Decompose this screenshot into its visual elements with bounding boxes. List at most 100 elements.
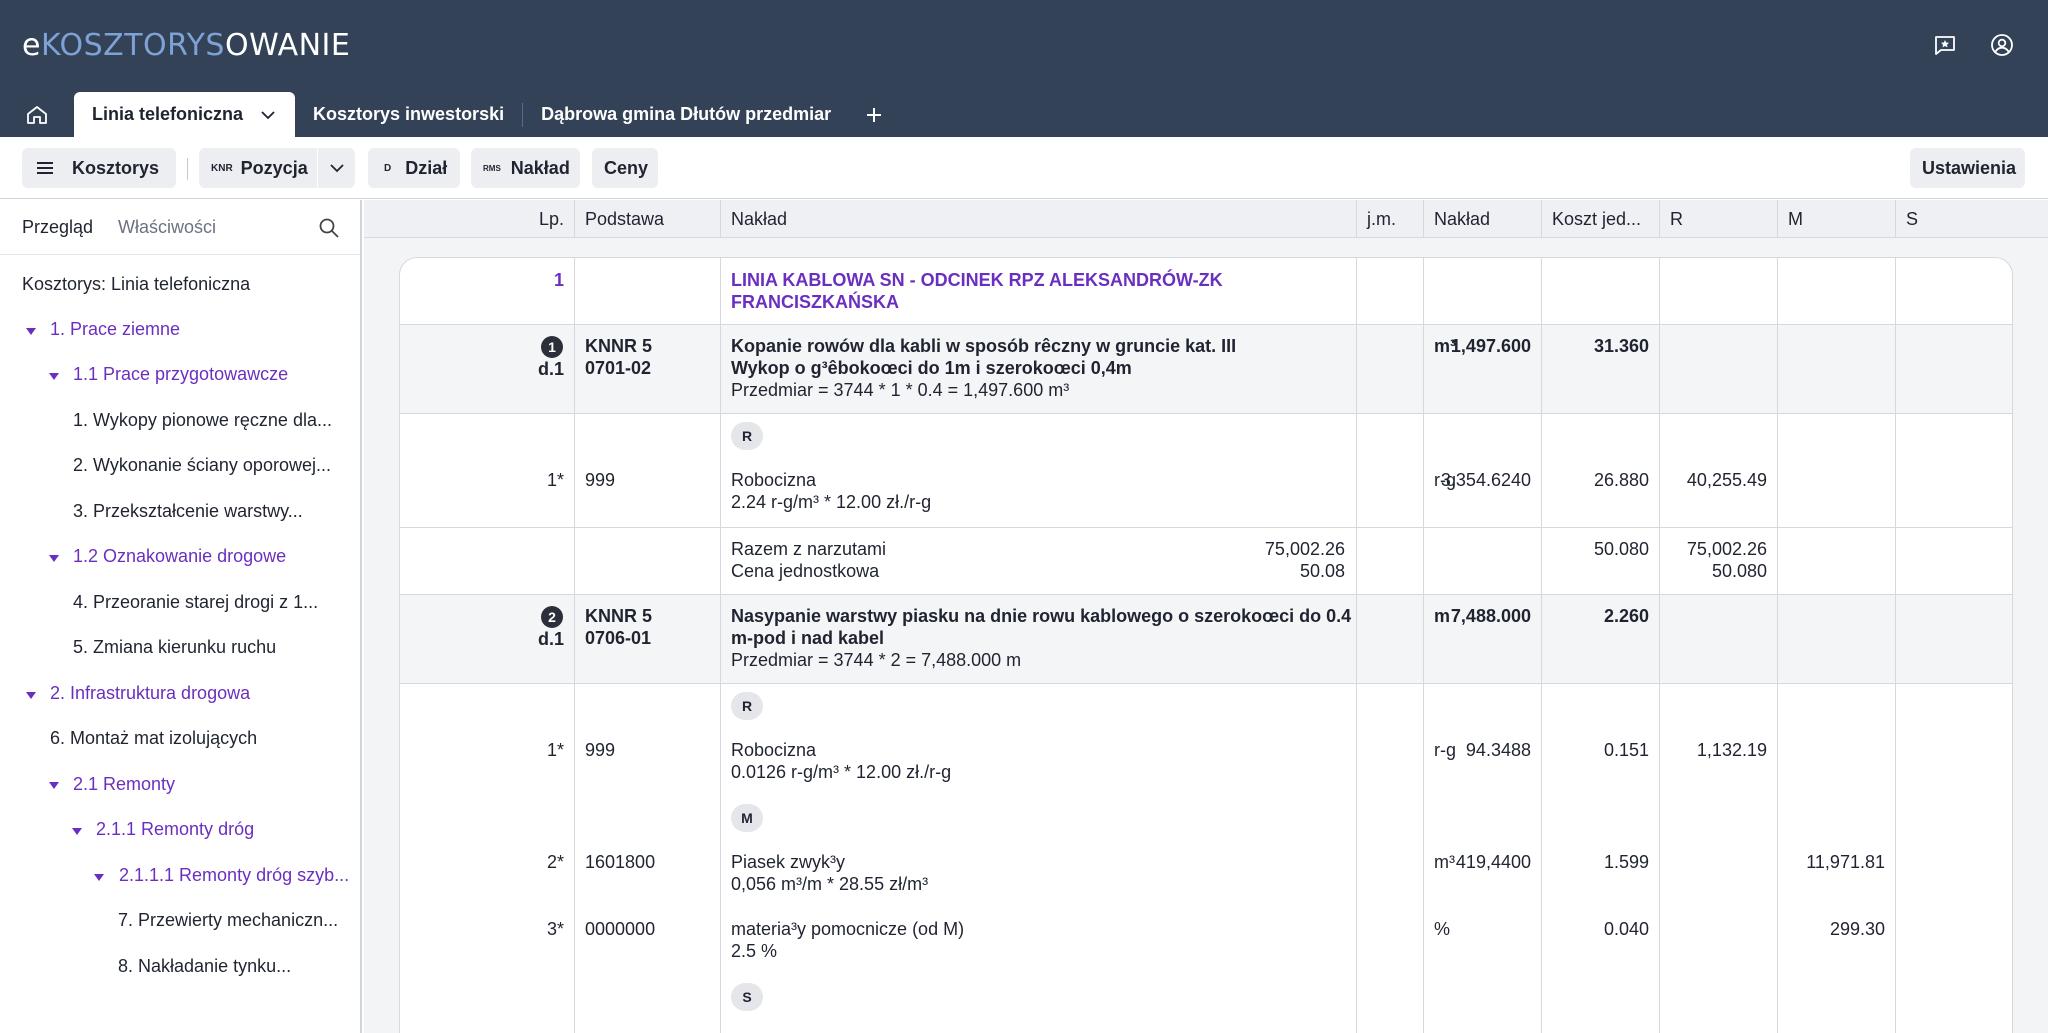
tab-dabrowa-gmina[interactable]: Dąbrowa gmina Dłutów przedmiar bbox=[523, 92, 849, 137]
resource-description[interactable]: materia³y pomocnicze (od M) 2.5 % bbox=[731, 918, 964, 962]
resource-r-value: 40,255.49 bbox=[1686, 470, 1767, 490]
tree-item-position-8[interactable]: 8. Nakładanie tynku... bbox=[118, 956, 292, 976]
feedback-icon[interactable] bbox=[1930, 30, 1960, 60]
toolbar: Kosztorys KNR Pozycja D Dział RMS Nakład… bbox=[0, 137, 2048, 199]
column-m[interactable]: M bbox=[1777, 200, 1895, 238]
resource-unit-cost[interactable]: 0.151 bbox=[1603, 740, 1649, 760]
tree-item-position-7[interactable]: 7. Przewierty mechaniczn... bbox=[118, 910, 339, 930]
home-tab[interactable] bbox=[0, 92, 74, 137]
position-number-badge: 2 bbox=[541, 606, 563, 628]
position-unit: m³ bbox=[1434, 336, 1456, 356]
tree-item-infrastruktura-drogowa[interactable]: 2. Infrastruktura drogowa bbox=[50, 683, 251, 703]
measurement-line: Przedmiar = 3744 * 2 = 7,488.000 m bbox=[731, 650, 1022, 670]
tab-przeglad[interactable]: Przegląd bbox=[22, 217, 94, 237]
tree-root[interactable]: Kosztorys: Linia telefoniczna bbox=[22, 274, 251, 294]
ceny-label: Ceny bbox=[604, 157, 649, 178]
resource-quantity[interactable]: 94.3488 bbox=[1465, 740, 1531, 760]
column-s[interactable]: S bbox=[1895, 200, 2048, 238]
tree-item-prace-przygotowawcze[interactable]: 1.1 Prace przygotowawcze bbox=[73, 364, 289, 384]
resource-unit-cost[interactable]: 26.880 bbox=[1593, 470, 1649, 490]
caret-down-icon[interactable] bbox=[94, 874, 104, 881]
account-icon[interactable] bbox=[1987, 30, 2017, 60]
tree-item-oznakowanie-drogowe[interactable]: 1.2 Oznakowanie drogowe bbox=[73, 546, 287, 566]
home-icon bbox=[27, 105, 47, 124]
tree-item-position-3[interactable]: 3. Przekształcenie warstwy... bbox=[73, 501, 303, 521]
resource-description[interactable]: Robocizna 0.0126 r-g/m³ * 12.00 zł./r-g bbox=[731, 739, 951, 783]
summary-values: 75,002.26 50.08 bbox=[1140, 538, 1345, 582]
tree-item-position-1[interactable]: 1. Wykopy pionowe ręczne dla... bbox=[73, 410, 332, 430]
tree-item-position-4[interactable]: 4. Przeoranie starej drogi z 1... bbox=[73, 592, 319, 612]
add-tab-button[interactable] bbox=[849, 92, 899, 137]
tree-item-prace-ziemne[interactable]: 1. Prace ziemne bbox=[50, 319, 181, 339]
position-description[interactable]: Kopanie rowów dla kabli w sposób rêczny … bbox=[731, 335, 1236, 401]
tree-item-remonty[interactable]: 2.1 Remonty bbox=[73, 774, 176, 794]
tree-item-position-5[interactable]: 5. Zmiana kierunku ruchu bbox=[73, 637, 277, 657]
ceny-button[interactable]: Ceny bbox=[592, 148, 658, 188]
position-unit-cost[interactable]: 31.360 bbox=[1593, 336, 1649, 356]
document-tabs: Linia telefoniczna Kosztorys inwestorski… bbox=[0, 92, 899, 137]
resource-quantity[interactable]: 3,354.6240 bbox=[1440, 470, 1531, 490]
grid-line bbox=[1356, 258, 1357, 1033]
resource-unit-cost[interactable]: 1.599 bbox=[1603, 852, 1649, 872]
sidebar-tabs: Przegląd Właściwości bbox=[0, 200, 360, 255]
position-quantity[interactable]: 1,497.600 bbox=[1450, 336, 1531, 356]
position-quantity[interactable]: 7,488.000 bbox=[1450, 606, 1531, 626]
tab-wlasciwosci[interactable]: Właściwości bbox=[118, 217, 217, 237]
grid-line bbox=[1659, 258, 1660, 1033]
app-logo[interactable]: eKOSZTORYSOWANIE bbox=[22, 28, 351, 63]
grid-line bbox=[720, 258, 721, 1033]
caret-down-icon[interactable] bbox=[72, 828, 82, 835]
caret-down-icon[interactable] bbox=[26, 328, 36, 335]
description-line: Nasypanie warstwy piasku na dnie rowu ka… bbox=[731, 606, 1352, 626]
position-basis[interactable]: KNNR 5 0706-01 bbox=[585, 605, 652, 649]
resource-quantity[interactable]: 419,4400 bbox=[1455, 852, 1531, 872]
column-podstawa[interactable]: Podstawa bbox=[574, 200, 720, 238]
position-basis[interactable]: KNNR 5 0701-02 bbox=[585, 335, 652, 379]
basis-line: 0701-02 bbox=[585, 358, 652, 378]
ustawienia-button[interactable]: Ustawienia bbox=[1910, 148, 2025, 188]
plus-icon bbox=[867, 107, 882, 122]
pozycja-dropdown-button[interactable] bbox=[318, 148, 355, 188]
section-title[interactable]: LINIA KABLOWA SN - ODCINEK RPZ ALEKSANDR… bbox=[731, 269, 1223, 313]
pozycja-label: Pozycja bbox=[240, 157, 308, 178]
column-naklad-desc[interactable]: Nakład bbox=[720, 200, 1356, 238]
pozycja-button[interactable]: KNR Pozycja bbox=[199, 148, 317, 188]
grid-line bbox=[1777, 258, 1778, 1033]
kosztorys-label: Kosztorys bbox=[72, 157, 160, 178]
resource-name: Robocizna bbox=[731, 470, 817, 490]
kosztorys-button[interactable]: Kosztorys bbox=[22, 148, 176, 188]
column-jm[interactable]: j.m. bbox=[1356, 200, 1423, 238]
summary-r-values: 75,002.26 50.080 bbox=[1659, 538, 1767, 582]
tab-linia-telefoniczna[interactable]: Linia telefoniczna bbox=[74, 92, 296, 137]
caret-down-icon[interactable] bbox=[49, 555, 59, 562]
tree-item-position-2[interactable]: 2. Wykonanie ściany oporowej... bbox=[73, 455, 331, 475]
summary-value: 75,002.26 bbox=[1264, 539, 1345, 559]
resource-formula: 2.5 % bbox=[731, 941, 778, 961]
search-icon[interactable] bbox=[317, 216, 341, 240]
knr-tag: KNR bbox=[211, 162, 233, 174]
naklad-tag: RMS bbox=[483, 163, 501, 173]
resource-lp: 2* bbox=[546, 852, 564, 872]
chevron-down-icon[interactable] bbox=[259, 106, 277, 124]
resource-description[interactable]: Robocizna 2.24 r-g/m³ * 12.00 zł./r-g bbox=[731, 469, 931, 513]
column-naklad-qty[interactable]: Nakład bbox=[1423, 200, 1541, 238]
dzial-button[interactable]: D Dział bbox=[368, 148, 460, 188]
position-description[interactable]: Nasypanie warstwy piasku na dnie rowu ka… bbox=[731, 605, 1351, 671]
resource-unit-cost[interactable]: 0.040 bbox=[1603, 919, 1649, 939]
tree-item-remonty-drog[interactable]: 2.1.1 Remonty dróg bbox=[96, 819, 255, 839]
grid-line bbox=[400, 594, 2012, 595]
position-unit-cost[interactable]: 2.260 bbox=[1603, 606, 1649, 626]
column-r[interactable]: R bbox=[1659, 200, 1777, 238]
column-lp[interactable]: Lp. bbox=[538, 209, 564, 229]
tree-item-remonty-drog-szyb[interactable]: 2.1.1.1 Remonty dróg szyb... bbox=[119, 865, 350, 885]
tab-kosztorys-inwestorski[interactable]: Kosztorys inwestorski bbox=[295, 92, 522, 137]
caret-down-icon[interactable] bbox=[49, 373, 59, 380]
caret-down-icon[interactable] bbox=[49, 782, 59, 789]
summary-r-value: 75,002.26 bbox=[1686, 539, 1767, 559]
summary-unit-cost: 50.080 bbox=[1593, 539, 1649, 559]
column-koszt-jed[interactable]: Koszt jed... bbox=[1541, 200, 1659, 238]
tree-item-position-6[interactable]: 6. Montaż mat izolujących bbox=[50, 728, 258, 748]
resource-description[interactable]: Piasek zwyk³y 0,056 m³/m * 28.55 zł/m³ bbox=[731, 851, 928, 895]
caret-down-icon[interactable] bbox=[26, 692, 36, 699]
naklad-button[interactable]: RMS Nakład bbox=[471, 148, 580, 188]
